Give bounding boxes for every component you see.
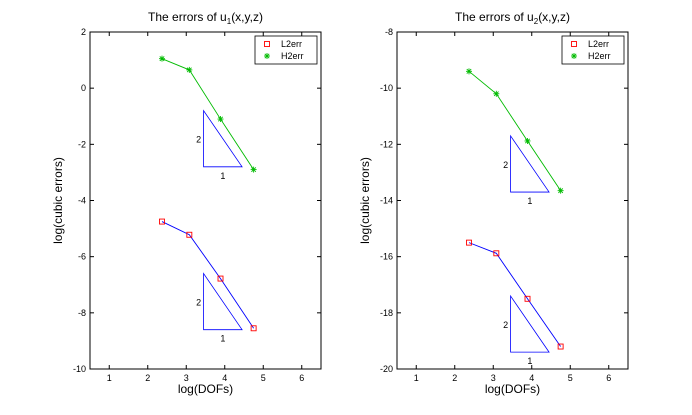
y-tick-label: -8 <box>78 308 86 318</box>
data-point-L2err <box>466 239 472 246</box>
slope-rise-label: 2 <box>503 320 508 330</box>
series-line-L2err <box>161 221 254 329</box>
plot-title-subscript: 1 <box>227 17 232 26</box>
plot-title-tail: (x,y,z) <box>538 10 570 24</box>
data-point-L2err <box>217 275 224 282</box>
star-stroke <box>251 167 257 173</box>
y-tick-label: -14 <box>380 196 393 206</box>
slope-run-label: 1 <box>527 196 532 206</box>
x-tick-label: 3 <box>184 373 189 383</box>
legend-marker-H2err <box>571 53 577 59</box>
y-tick-label: -18 <box>380 308 393 318</box>
x-tick-label: 5 <box>261 373 266 383</box>
star-stroke <box>524 138 531 144</box>
x-tick-label: 6 <box>299 373 304 383</box>
plot-title-tail: (x,y,z) <box>231 10 263 24</box>
data-point-H2err <box>250 166 257 173</box>
legend-marker-H2err <box>264 53 270 59</box>
y-axis-label: log(cubic errors) <box>51 157 65 244</box>
legend-marker-L2err <box>571 41 577 47</box>
slope-rise-label: 2 <box>196 135 201 145</box>
y-axis-label: log(cubic errors) <box>358 157 372 244</box>
legend-marker-L2err <box>264 41 270 47</box>
y-tick-label: -8 <box>385 27 393 37</box>
plot-title-main: The errors of u <box>148 10 227 24</box>
data-point-H2err <box>186 66 193 73</box>
y-tick-label: -16 <box>380 252 393 262</box>
star-stroke <box>571 53 577 59</box>
star-stroke <box>217 116 224 122</box>
y-tick-label: 0 <box>81 83 86 93</box>
chart-panel-2: 1 2 3 4 5 6 -20 -18 -16 -14 -12 -10 -8 The errors of … <box>358 10 629 396</box>
slope-rise-label: 2 <box>503 160 508 170</box>
data-point-L2err <box>250 325 257 332</box>
star-stroke <box>186 67 192 73</box>
x-tick-label: 5 <box>568 373 573 383</box>
plot-title: The errors of u2(x,y,z) <box>455 10 570 26</box>
slope-triangle <box>203 109 243 168</box>
legend-label-L2err: L2err <box>281 39 302 49</box>
x-axis-label: log(DOFs) <box>485 382 540 396</box>
x-tick-label: 4 <box>529 373 534 383</box>
slope-triangle <box>203 272 243 331</box>
slope-triangle <box>510 134 550 193</box>
axes-box <box>396 31 629 370</box>
slope-triangle <box>510 294 550 353</box>
y-tick-label: -4 <box>78 196 86 206</box>
legend-box <box>254 35 318 65</box>
legend-label-H2err: H2err <box>588 51 611 61</box>
x-tick-label: 3 <box>491 373 496 383</box>
data-point-L2err <box>186 231 193 238</box>
star-stroke <box>264 53 270 59</box>
data-point-H2err <box>493 90 500 97</box>
y-tick-label: 2 <box>81 27 86 37</box>
series-line-H2err <box>161 58 255 170</box>
slope-run-label: 1 <box>527 356 532 366</box>
data-point-H2err <box>465 68 472 75</box>
data-point-H2err <box>158 55 165 62</box>
x-tick-label: 1 <box>414 373 419 383</box>
slope-rise-label: 2 <box>196 298 201 308</box>
data-point-L2err <box>493 250 500 257</box>
legend-box <box>561 35 625 65</box>
slope-run-label: 1 <box>220 334 225 344</box>
x-tick-label: 6 <box>606 373 611 383</box>
x-axis-label: log(DOFs) <box>178 382 233 396</box>
plot-title-main: The errors of u <box>455 10 534 24</box>
legend-label-H2err: H2err <box>281 51 304 61</box>
x-tick-label: 1 <box>107 373 112 383</box>
data-point-H2err <box>524 137 531 144</box>
plot-title: The errors of u1(x,y,z) <box>148 10 263 26</box>
star-stroke <box>159 56 165 62</box>
data-point-H2err <box>557 187 564 194</box>
legend-label-L2err: L2err <box>588 39 609 49</box>
y-tick-label: -10 <box>380 83 393 93</box>
y-tick-label: -6 <box>78 252 86 262</box>
x-tick-label: 4 <box>222 373 227 383</box>
star-stroke <box>466 68 472 74</box>
plot-title-subscript: 2 <box>534 17 539 26</box>
y-tick-label: -2 <box>78 139 86 149</box>
x-tick-label: 2 <box>145 373 150 383</box>
slope-run-label: 1 <box>220 171 225 181</box>
y-tick-label: -10 <box>73 364 86 374</box>
star-stroke <box>558 188 564 194</box>
data-point-L2err <box>524 295 531 302</box>
y-tick-label: -12 <box>380 139 393 149</box>
series-line-L2err <box>468 242 561 347</box>
data-point-L2err <box>159 218 165 225</box>
star-stroke <box>493 91 499 97</box>
series-line-H2err <box>468 70 561 191</box>
data-point-L2err <box>557 343 564 350</box>
x-tick-label: 2 <box>452 373 457 383</box>
data-point-H2err <box>217 116 224 123</box>
axes-box <box>89 31 322 370</box>
y-tick-label: -20 <box>380 364 393 374</box>
